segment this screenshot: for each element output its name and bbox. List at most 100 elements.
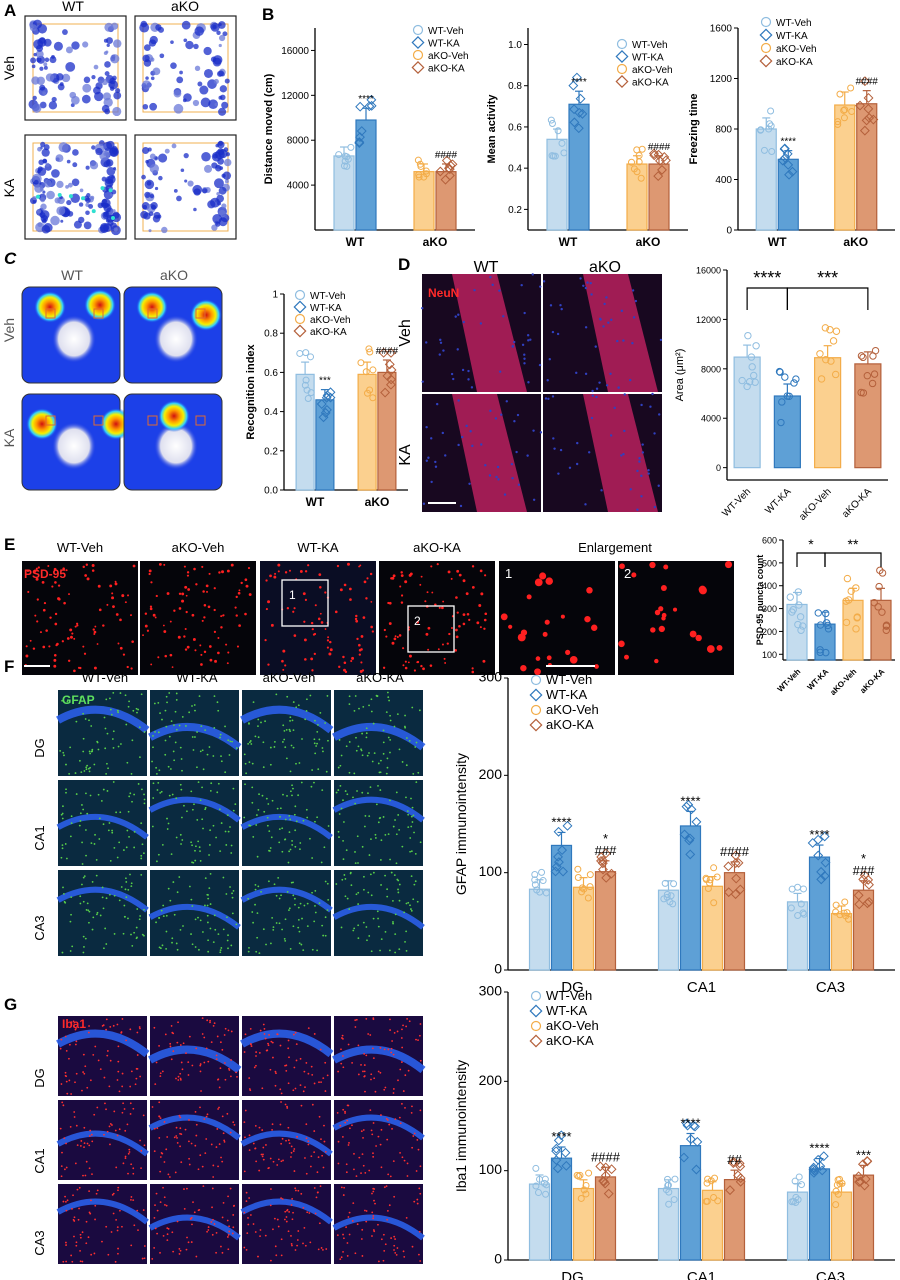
stain-punctum: [94, 1204, 97, 1207]
stain-punctum: [78, 824, 81, 827]
data-point: [765, 125, 773, 133]
stain-punctum: [292, 1089, 295, 1092]
nucleus-dot: [531, 273, 534, 276]
stain-punctum: [132, 1199, 135, 1202]
granule-cell-layer: [56, 1029, 150, 1058]
stain-punctum: [105, 897, 108, 900]
stain-punctum: [165, 914, 168, 917]
stain-punctum: [103, 947, 105, 950]
stain-punctum: [280, 1238, 283, 1241]
stain-punctum: [159, 947, 162, 950]
significance-mark: ***: [319, 376, 331, 387]
stain-punctum: [163, 1121, 166, 1123]
data-point: [710, 899, 718, 907]
data-point: [660, 895, 668, 903]
stain-punctum: [65, 791, 67, 794]
data-point: [576, 1171, 584, 1179]
stain-punctum: [313, 781, 315, 784]
nucleus-dot: [600, 489, 603, 492]
x-category-label: WT-KA: [763, 486, 793, 516]
stain-punctum: [105, 943, 108, 945]
stain-punctum: [366, 754, 369, 757]
stain-punctum: [215, 1054, 218, 1057]
stain-punctum: [226, 814, 229, 817]
psd95-punctum: [82, 565, 85, 569]
data-point: [876, 566, 884, 575]
stain-punctum: [213, 727, 216, 729]
stain-punctum: [262, 1146, 265, 1149]
stain-punctum: [209, 789, 212, 792]
stain-punctum: [411, 1105, 413, 1108]
data-point: [730, 889, 741, 900]
granule-cell-layer: [240, 813, 333, 840]
nucleus-dot: [582, 284, 585, 287]
stain-punctum: [294, 805, 297, 808]
stain-punctum: [355, 749, 358, 752]
x-category-label: aKO-Veh: [797, 486, 833, 522]
psd95-punctum: [650, 627, 656, 633]
stain-punctum: [342, 839, 344, 842]
stain-punctum: [379, 949, 381, 952]
stain-punctum: [101, 896, 104, 899]
panel-letter-d: D: [398, 255, 410, 274]
significance-mark: ####: [856, 77, 879, 88]
x-category-label: CA1: [687, 1269, 716, 1280]
stain-punctum: [132, 1172, 135, 1175]
granule-cell-layer: [56, 1198, 149, 1225]
stain-punctum: [188, 1140, 190, 1143]
data-point: [601, 872, 612, 883]
stain-punctum: [300, 943, 303, 946]
stain-punctum: [302, 1206, 305, 1209]
nucleus-dot: [631, 289, 635, 292]
data-point: [552, 1163, 563, 1174]
psd95-punctum: [148, 572, 151, 576]
psd95-punctum: [122, 653, 126, 656]
data-point: [863, 371, 872, 380]
data-point: [822, 355, 830, 364]
stain-punctum: [69, 746, 72, 749]
stain-punctum: [354, 862, 357, 865]
track-dot: [149, 194, 155, 199]
stain-punctum: [177, 1075, 180, 1078]
y-tick-label: 12000: [281, 91, 309, 102]
psd95-punctum: [126, 665, 129, 669]
psd95-punctum: [225, 643, 228, 646]
nucleus-dot: [515, 450, 518, 454]
stain-punctum: [357, 1073, 360, 1076]
stain-punctum: [171, 793, 174, 796]
track-dot: [106, 167, 116, 176]
psd95-punctum: [208, 645, 212, 648]
stain-punctum: [248, 1149, 251, 1152]
data-point: [757, 126, 765, 134]
stain-punctum: [214, 928, 217, 931]
stain-punctum: [201, 1165, 204, 1168]
neun-cell-layer: [583, 394, 658, 512]
stain-punctum: [118, 899, 121, 902]
x-category-label: aKO-KA: [858, 667, 886, 695]
stain-punctum: [130, 1163, 133, 1166]
data-point: [365, 345, 373, 353]
psd95-punctum: [146, 629, 150, 632]
stain-punctum: [94, 1045, 97, 1048]
stain-punctum: [151, 760, 153, 763]
stain-punctum: [348, 741, 351, 743]
stain-punctum: [130, 885, 133, 888]
stain-punctum: [156, 1209, 159, 1212]
stain-punctum: [128, 835, 130, 838]
nucleus-dot: [454, 315, 457, 318]
stain-punctum: [107, 1253, 110, 1256]
stain-punctum: [75, 1124, 78, 1127]
track-dot: [44, 179, 52, 188]
data-point: [797, 1181, 805, 1189]
stain-punctum: [243, 1051, 246, 1053]
stain-punctum: [293, 1148, 296, 1150]
stain-punctum: [273, 740, 276, 743]
stain-punctum: [209, 927, 212, 930]
stain-punctum: [380, 1166, 383, 1169]
stain-punctum: [120, 1032, 123, 1034]
data-point: [661, 879, 669, 887]
y-tick-label: 100: [762, 650, 777, 660]
data-point: [745, 378, 754, 386]
stain-punctum: [158, 769, 161, 772]
bar-aKO-Veh: [572, 1187, 595, 1261]
